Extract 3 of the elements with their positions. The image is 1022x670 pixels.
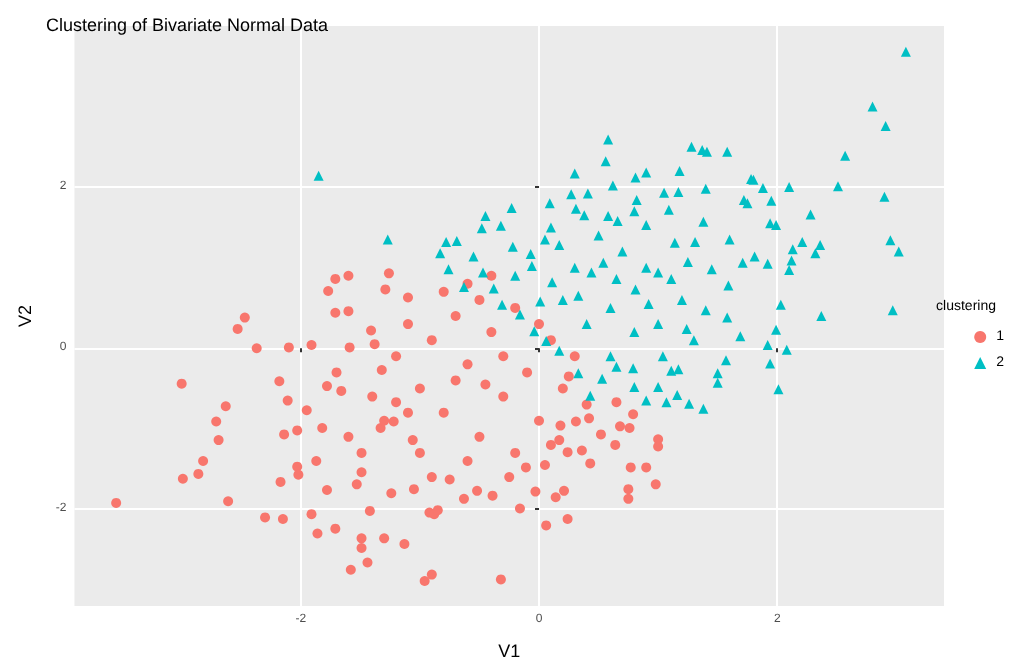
chart-title: Clustering of Bivariate Normal Data xyxy=(46,15,329,35)
y-axis-title: V2 xyxy=(15,304,35,328)
x-axis-title: V1 xyxy=(498,641,521,661)
